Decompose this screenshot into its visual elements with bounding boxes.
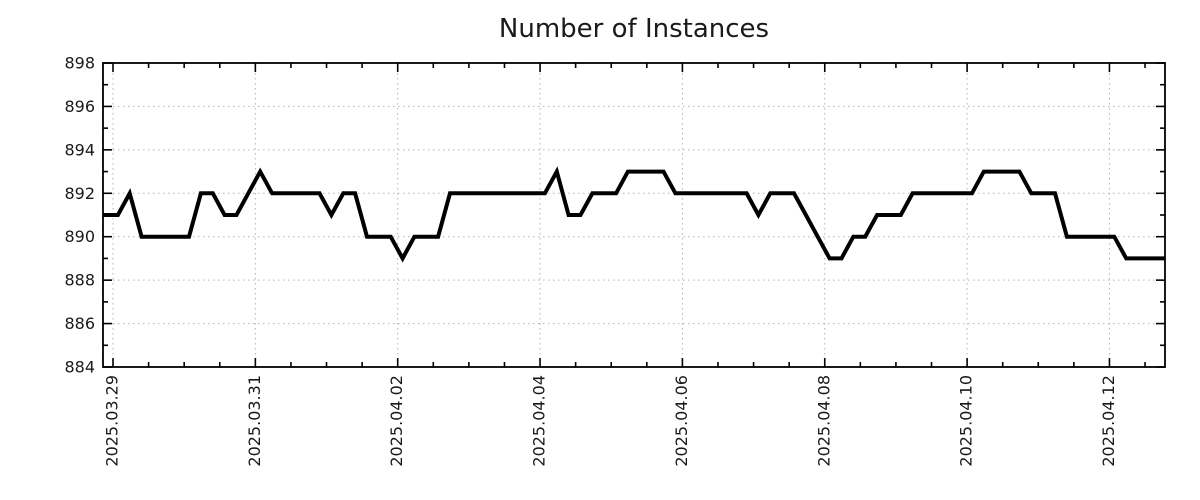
x-tick-label: 2025.04.04 xyxy=(530,375,549,467)
y-tick-label: 896 xyxy=(64,97,95,116)
x-tick-label: 2025.04.12 xyxy=(1099,375,1118,467)
x-tick-label: 2025.04.10 xyxy=(957,375,976,467)
x-tick-label: 2025.04.08 xyxy=(814,375,833,467)
y-tick-label: 898 xyxy=(64,54,95,73)
x-tick-label: 2025.04.02 xyxy=(387,375,406,467)
x-tick-label: 2025.03.29 xyxy=(103,375,122,467)
y-tick-label: 884 xyxy=(64,358,95,377)
y-tick-label: 890 xyxy=(64,227,95,246)
plot-border xyxy=(102,62,1166,368)
chart-title: Number of Instances xyxy=(499,14,769,44)
series-line xyxy=(103,166,1165,263)
y-tick-label: 894 xyxy=(64,140,95,159)
x-tick-label: 2025.03.31 xyxy=(245,375,264,467)
y-tick-label: 892 xyxy=(64,184,95,203)
x-tick-label: 2025.04.06 xyxy=(672,375,691,467)
y-tick-label: 888 xyxy=(64,271,95,290)
y-tick-label: 886 xyxy=(64,314,95,333)
